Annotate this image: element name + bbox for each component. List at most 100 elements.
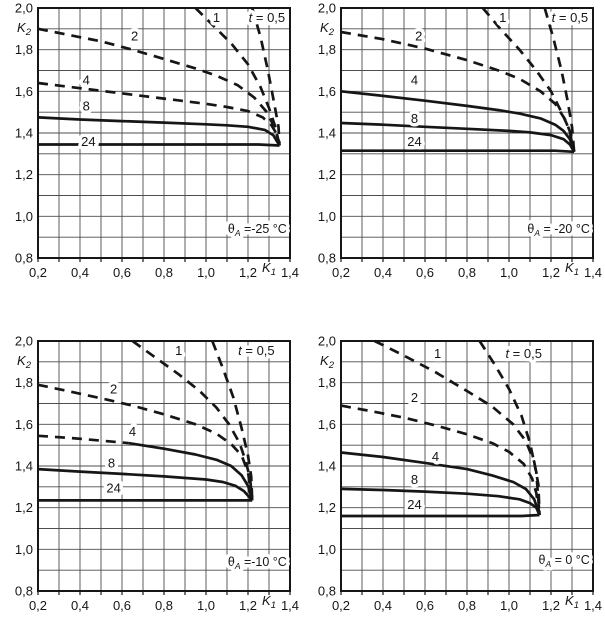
y-tick-label: 1,2 (15, 500, 33, 515)
curve-label-t-8: 8 (411, 472, 418, 487)
y-axis-label: K2 (17, 353, 32, 371)
x-tick-label: 1,2 (542, 265, 560, 280)
curve-t-24 (341, 513, 540, 518)
x-tick-label: 1,4 (281, 598, 299, 613)
x-tick-label: 0,6 (113, 265, 131, 280)
plot-border (340, 7, 594, 259)
y-tick-label: 2,0 (318, 1, 336, 16)
y-tick-label: 1,6 (318, 417, 336, 432)
y-tick-label: 1,4 (318, 459, 336, 474)
y-tick-label: 1,4 (15, 126, 33, 141)
y-tick-label: 0,8 (15, 251, 33, 266)
curve-label-t-1: 1 (434, 346, 441, 361)
curve-label-t-4: 4 (411, 72, 418, 87)
curve-t-4 (37, 434, 129, 445)
curve-label-t-2: 2 (131, 29, 138, 44)
curve-label-t-1: 1 (499, 10, 506, 25)
curve-t-8 (37, 467, 254, 502)
y-tick-label: 0,8 (318, 251, 336, 266)
curve-t-0-5 (543, 7, 576, 152)
curve-t-2 (37, 27, 281, 146)
y-tick-label: 1,6 (15, 417, 33, 432)
x-tick-label: 0,8 (155, 265, 173, 280)
curve-label-t-8: 8 (411, 111, 418, 126)
curve-t-4 (340, 89, 576, 153)
x-axis-label: K1 (262, 593, 276, 611)
curve-t-2 (340, 404, 541, 516)
curve-label-t-05: t = 0,5 (238, 343, 275, 358)
x-tick-label: 0,6 (416, 265, 434, 280)
curve-label-t-2: 2 (110, 381, 117, 396)
y-tick-label: 1,2 (318, 167, 336, 182)
curve-label-t-2: 2 (411, 390, 418, 405)
y-tick-label: 1,0 (318, 542, 336, 557)
x-tick-label: 0,8 (458, 265, 476, 280)
x-tick-label: 1,2 (239, 265, 257, 280)
curve-t-4 (340, 451, 541, 516)
curve-label-t-24: 24 (407, 134, 421, 149)
y-tick-label: 1,4 (15, 459, 33, 474)
x-tick-label: 0,8 (458, 598, 476, 613)
x-tick-label: 0,8 (155, 598, 173, 613)
y-tick-label: 1,0 (15, 542, 33, 557)
y-tick-label: 1,0 (15, 209, 33, 224)
curve-t-8 (37, 116, 281, 147)
x-tick-label: 0,2 (29, 265, 47, 280)
y-axis-label: K2 (320, 353, 335, 371)
y-tick-label: 1,8 (15, 42, 33, 57)
curve-t-2 (37, 383, 254, 501)
x-tick-label: 1,0 (197, 265, 215, 280)
curve-label-t-4: 4 (83, 72, 90, 87)
y-tick-label: 1,6 (318, 84, 336, 99)
x-tick-label: 1,4 (584, 265, 602, 280)
x-tick-label: 0,2 (332, 265, 350, 280)
curve-label-t-2: 2 (415, 29, 422, 44)
y-tick-label: 2,0 (15, 1, 33, 16)
y-tick-label: 1,4 (318, 126, 336, 141)
x-tick-label: 1,0 (197, 598, 215, 613)
curve-t-0-5 (211, 340, 254, 501)
y-tick-label: 1,2 (15, 167, 33, 182)
y-tick-label: 1,0 (318, 209, 336, 224)
curve-label-t-4: 4 (129, 424, 136, 439)
y-tick-label: 2,0 (318, 334, 336, 349)
curve-t-4 (37, 81, 281, 146)
y-tick-label: 1,8 (318, 42, 336, 57)
x-tick-label: 0,4 (71, 265, 89, 280)
curve-t-0-5 (478, 340, 541, 516)
curve-t-1 (194, 7, 281, 146)
curve-label-t-1: 1 (175, 343, 182, 358)
x-tick-label: 0,6 (416, 598, 434, 613)
curve-t-0-5 (250, 7, 281, 146)
curve-t-8 (340, 121, 576, 153)
x-tick-label: 0,2 (332, 598, 350, 613)
curve-t-24 (341, 149, 575, 154)
curve-label-t-05: t = 0,5 (552, 10, 589, 25)
curve-label-t-24: 24 (106, 480, 120, 495)
y-tick-label: 1,6 (15, 84, 33, 99)
x-tick-label: 0,2 (29, 598, 47, 613)
curve-label-t-8: 8 (108, 455, 115, 470)
y-tick-label: 1,2 (318, 500, 336, 515)
y-tick-label: 1,8 (15, 375, 33, 390)
curve-t-24 (38, 143, 280, 147)
x-tick-label: 0,4 (374, 598, 392, 613)
y-tick-label: 1,8 (318, 375, 336, 390)
curve-label-t-4: 4 (432, 449, 439, 464)
curve-label-t-8: 8 (83, 98, 90, 113)
y-axis-label: K2 (320, 20, 335, 38)
x-axis-label: K1 (262, 260, 276, 278)
y-tick-label: 0,8 (15, 584, 33, 599)
y-tick-label: 0,8 (318, 584, 336, 599)
curve-t-8 (340, 487, 541, 516)
x-tick-label: 1,4 (281, 265, 299, 280)
x-tick-label: 0,4 (374, 265, 392, 280)
